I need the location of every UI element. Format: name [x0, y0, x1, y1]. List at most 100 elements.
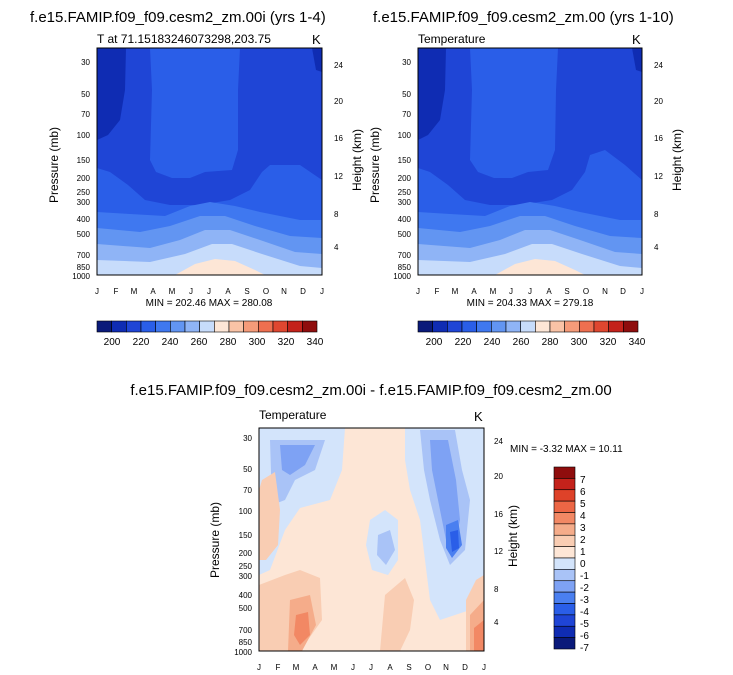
- panel-2-right-axis: 24 20 16 12 8 4: [654, 61, 663, 252]
- colorbar-label: 220: [133, 337, 150, 348]
- colorbar-label: -4: [580, 607, 589, 618]
- panel-2-left-axis: 30 50 70 100 150 200 250 300 400 500 700…: [393, 58, 411, 281]
- panel-2-plot-frame: [417, 47, 643, 276]
- month-tick: O: [263, 287, 269, 296]
- month-tick: D: [620, 287, 626, 296]
- height-tick: 12: [334, 172, 343, 181]
- month-tick: J: [257, 663, 261, 672]
- height-tick: 16: [654, 134, 663, 143]
- pressure-tick: 70: [81, 110, 90, 119]
- panel-3-plot-frame: [258, 427, 485, 652]
- month-tick: M: [490, 287, 497, 296]
- panel-2-colorbar-labels: 200 220 240 260 280 300 320 340: [426, 337, 646, 348]
- height-tick: 12: [494, 547, 503, 556]
- pressure-tick: 300: [398, 198, 412, 207]
- panel-2-ylabel-right: Height (km): [670, 129, 684, 191]
- pressure-tick: 500: [77, 230, 91, 239]
- pressure-tick: 50: [81, 90, 90, 99]
- contour-region: [377, 530, 395, 565]
- height-tick: 12: [654, 172, 663, 181]
- colorbar-swatch: [111, 320, 127, 333]
- month-tick: N: [443, 663, 449, 672]
- panel-3: f.e15.FAMIP.f09_f09.cesm2_zm.00i - f.e15…: [130, 382, 623, 672]
- contour-region: [418, 48, 642, 205]
- colorbar-label: 300: [571, 337, 588, 348]
- panel-2: f.e15.FAMIP.f09_f09.cesm2_zm.00 (yrs 1-1…: [368, 9, 684, 348]
- panel-3-left-axis: 30 50 70 100 150 200 250 300 400 500 700…: [234, 434, 252, 657]
- colorbar-swatch: [140, 320, 156, 333]
- panel-1-title: f.e15.FAMIP.f09_f09.cesm2_zm.00i (yrs 1-…: [30, 9, 326, 26]
- pressure-tick: 300: [77, 198, 91, 207]
- pressure-tick: 1000: [393, 272, 411, 281]
- panel-1-x-axis: J F M A M J J A S O N D J: [95, 287, 324, 296]
- pressure-tick: 700: [239, 626, 253, 635]
- pressure-tick: 150: [77, 156, 91, 165]
- colorbar-swatch: [553, 603, 576, 616]
- colorbar-label: 200: [426, 337, 443, 348]
- colorbar-label: 200: [104, 337, 121, 348]
- colorbar-label: 3: [580, 523, 586, 534]
- colorbar-swatch: [96, 320, 112, 333]
- colorbar-label: 260: [191, 337, 208, 348]
- colorbar-swatch: [505, 320, 521, 333]
- colorbar-swatch: [593, 320, 609, 333]
- colorbar-swatch: [553, 569, 576, 582]
- pressure-tick: 400: [239, 591, 253, 600]
- colorbar-swatch: [447, 320, 463, 333]
- panel-1: f.e15.FAMIP.f09_f09.cesm2_zm.00i (yrs 1-…: [30, 9, 364, 348]
- colorbar-label: 2: [580, 535, 586, 546]
- month-tick: S: [406, 663, 411, 672]
- colorbar-swatch: [553, 489, 576, 502]
- colorbar-swatch: [184, 320, 200, 333]
- colorbar-swatch: [243, 320, 259, 333]
- pressure-tick: 250: [77, 188, 91, 197]
- month-tick: J: [416, 287, 420, 296]
- month-tick: A: [546, 287, 552, 296]
- pressure-tick: 250: [398, 188, 412, 197]
- colorbar-swatch: [287, 320, 303, 333]
- panel-1-colorbar-labels: 200 220 240 260 280 300 320 340: [104, 337, 324, 348]
- colorbar-label: 6: [580, 487, 586, 498]
- colorbar-label: -5: [580, 619, 589, 630]
- panel-2-title: f.e15.FAMIP.f09_f09.cesm2_zm.00 (yrs 1-1…: [373, 9, 674, 26]
- colorbar-swatch: [553, 512, 576, 525]
- colorbar-swatch: [549, 320, 565, 333]
- colorbar-label: 260: [513, 337, 530, 348]
- colorbar-label: 280: [542, 337, 559, 348]
- month-tick: J: [482, 663, 486, 672]
- month-tick: J: [351, 663, 355, 672]
- colorbar-swatch: [579, 320, 595, 333]
- colorbar-label: 220: [455, 337, 472, 348]
- month-tick: F: [276, 663, 281, 672]
- colorbar-swatch: [553, 546, 576, 559]
- month-tick: F: [435, 287, 440, 296]
- panel-2-colorbar: [417, 320, 639, 333]
- pressure-tick: 850: [77, 263, 91, 272]
- month-tick: O: [425, 663, 431, 672]
- pressure-tick: 700: [77, 251, 91, 260]
- month-tick: J: [528, 287, 532, 296]
- colorbar-label: 1: [580, 547, 586, 558]
- pressure-tick: 400: [77, 215, 91, 224]
- height-tick: 4: [654, 243, 659, 252]
- pressure-tick: 1000: [234, 648, 252, 657]
- colorbar-label: 240: [162, 337, 179, 348]
- colorbar-swatch: [623, 320, 639, 333]
- month-tick: S: [564, 287, 569, 296]
- panel-3-ylabel-right: Height (km): [506, 505, 520, 567]
- pressure-tick: 1000: [72, 272, 90, 281]
- panel-1-colorbar: [96, 320, 318, 333]
- panel-1-right-axis: 24 20 16 12 8 4: [334, 61, 343, 252]
- panel-2-contours: [418, 48, 642, 275]
- colorbar-swatch: [214, 320, 230, 333]
- colorbar-swatch: [228, 320, 244, 333]
- contour-region: [430, 440, 460, 545]
- month-tick: S: [244, 287, 249, 296]
- colorbar-swatch: [535, 320, 551, 333]
- month-tick: F: [114, 287, 119, 296]
- panel-3-colorbar-labels: 7 6 5 4 3 2 1 0 -1 -2 -3 -4 -5 -6 -7: [580, 475, 589, 654]
- panel-3-right-axis: 24 20 16 12 8 4: [494, 437, 503, 627]
- contour-region: [280, 445, 315, 475]
- pressure-tick: 850: [398, 263, 412, 272]
